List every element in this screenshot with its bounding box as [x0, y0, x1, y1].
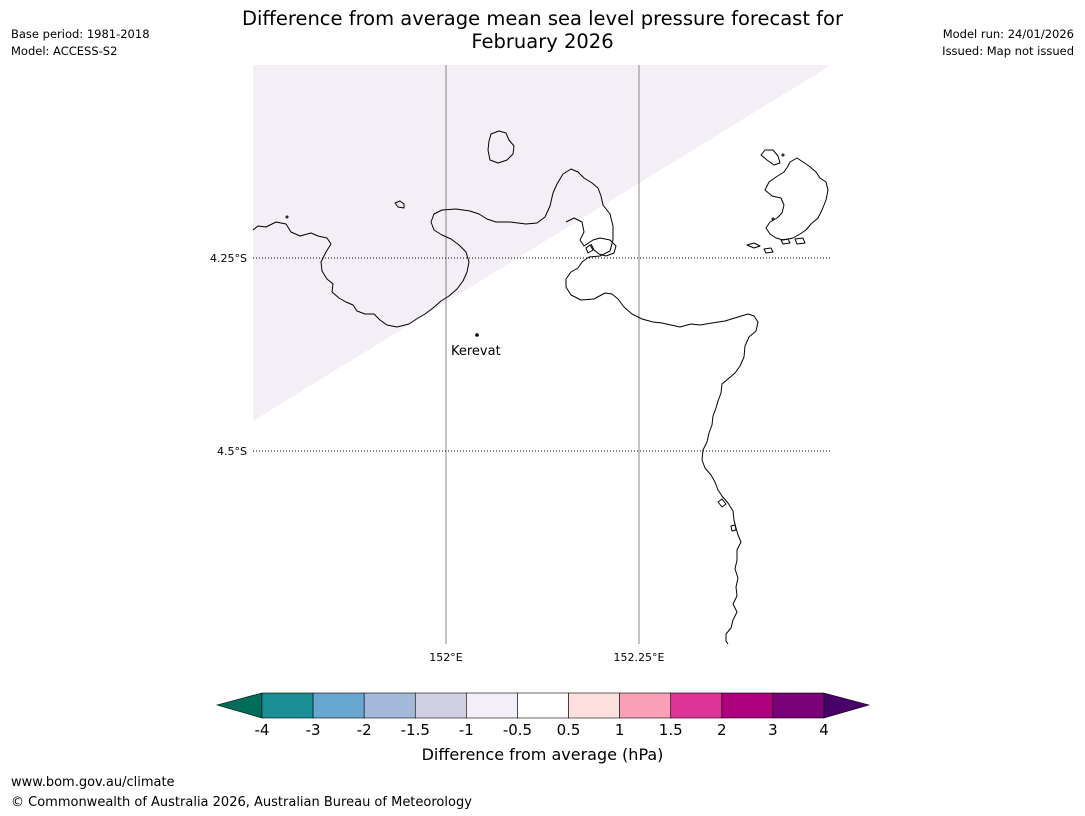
colorbar-tick-label: -1	[459, 721, 474, 739]
coastline-main-west	[252, 168, 759, 645]
meta-right: Model run: 24/01/2026 Issued: Map not is…	[942, 26, 1074, 60]
lon-label-152-25e: 152.25°E	[614, 651, 665, 664]
islet-east-small-2	[763, 247, 774, 254]
colorbar-tick-label: 1.5	[659, 721, 683, 739]
colorbar-label: Difference from average (hPa)	[421, 745, 664, 764]
colorbar-tick-label: -3	[306, 721, 321, 739]
colorbar-tick-label: -4	[255, 721, 270, 739]
colorbar-tick-label: 4	[819, 721, 829, 739]
colorbar-tick-label: -0.5	[503, 721, 532, 739]
model-run: Model run: 24/01/2026	[942, 27, 1074, 41]
islet-north	[487, 130, 515, 164]
islet-dot-2	[781, 153, 785, 157]
islet-small-2	[585, 244, 594, 254]
colorbar-segment	[721, 692, 774, 719]
footer-copyright: © Commonwealth of Australia 2026, Austra…	[11, 795, 472, 810]
model-name: Model: ACCESS-S2	[11, 44, 118, 58]
islet-east-small-5	[717, 498, 727, 508]
kerevat-label: Kerevat	[451, 344, 501, 359]
coastlines	[252, 130, 829, 645]
title-line-2: February 2026	[471, 30, 614, 53]
colorbar-tick-label: 0.5	[557, 721, 581, 739]
colorbar-segment	[312, 692, 365, 719]
islet-small-1	[394, 200, 405, 209]
colorbar-segment	[414, 692, 467, 719]
colorbar-extend-high	[823, 692, 871, 719]
colorbar-segment	[772, 692, 825, 719]
colorbar-segment	[363, 692, 416, 719]
colorbar-extend-low	[215, 692, 263, 719]
colorbar-tick-label: 1	[615, 721, 625, 739]
colorbar-tick-label: 3	[768, 721, 778, 739]
islet-east-small-3	[780, 238, 791, 245]
issued-status: Issued: Map not issued	[942, 44, 1074, 58]
colorbar: -4 -3 -2 -1.5 -1 -0.5 0.5 1 1.5 2 3 4	[215, 692, 871, 739]
lon-label-152e: 152°E	[429, 651, 462, 664]
colorbar-tick-label: 2	[717, 721, 727, 739]
islet-dot-1	[285, 215, 289, 219]
title-line-1: Difference from average mean sea level p…	[242, 7, 843, 30]
colorbar-segment	[466, 692, 518, 719]
colorbar-segment	[261, 692, 314, 719]
anomaly-shading	[253, 65, 831, 421]
colorbar-segment	[619, 692, 672, 719]
islet-east-small-4	[794, 237, 806, 245]
islet-dot-3	[771, 217, 775, 221]
lat-label-4-25s: 4.25°S	[210, 252, 247, 265]
lat-label-4-5s: 4.5°S	[217, 445, 247, 458]
colorbar-segment	[517, 692, 569, 719]
coastline-inlet	[565, 217, 617, 257]
base-period: Base period: 1981-2018	[11, 27, 150, 41]
map-title: Difference from average mean sea level p…	[0, 7, 1085, 53]
colorbar-segment	[568, 692, 620, 719]
colorbar-tick-label: -1.5	[401, 721, 430, 739]
kerevat-marker	[475, 333, 479, 337]
islet-east-small-6	[730, 524, 737, 532]
meta-left: Base period: 1981-2018 Model: ACCESS-S2	[11, 26, 150, 60]
colorbar-tick-label: -2	[357, 721, 372, 739]
colorbar-segment	[670, 692, 723, 719]
footer-url[interactable]: www.bom.gov.au/climate	[11, 775, 175, 790]
islet-northeast	[760, 149, 829, 241]
islet-east-small-1	[746, 242, 761, 249]
